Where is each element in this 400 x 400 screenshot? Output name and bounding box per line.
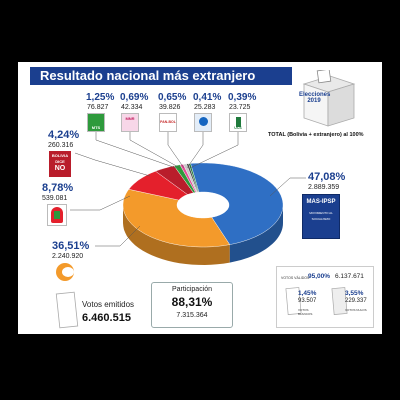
emitidos-label: Votos emitidos — [82, 300, 135, 309]
nulos-label: VOTOS NULOS — [345, 308, 367, 312]
leader-line — [129, 132, 181, 169]
pdc-logo — [47, 204, 67, 226]
blancos-votes: 93.507 — [298, 298, 317, 304]
nulos-votes: 229.337 — [345, 298, 367, 304]
pdc-pct: 8,78% — [42, 182, 74, 194]
panbol-votes: 39.826 — [159, 104, 181, 111]
mnr-logo: MNR — [121, 113, 139, 132]
nulos-pct: 3,55% — [345, 290, 364, 297]
no-votes: 260.316 — [48, 142, 74, 149]
emitidos-ballot-icon — [55, 291, 79, 329]
participacion-label: Participación — [171, 286, 213, 293]
leader-line — [186, 132, 204, 169]
fpv-pct: 0,41% — [193, 92, 222, 103]
cc-votes: 2.240.920 — [52, 253, 84, 260]
cc-pct: 36,51% — [52, 240, 90, 252]
mts-votes: 76.827 — [87, 104, 109, 111]
panbol-logo: PAN-BOL — [159, 113, 177, 132]
blancos-ballot-icon — [285, 287, 302, 315]
participacion-votes: 7.315.364 — [176, 312, 208, 319]
leader-line — [74, 152, 151, 177]
pie-chart — [122, 162, 284, 265]
validos-pct: 95,00% — [308, 273, 331, 280]
ballot-box-icon — [302, 70, 356, 127]
leader-line — [269, 177, 306, 197]
fpv-votes: 25.283 — [194, 104, 216, 111]
participacion-pct: 88,31% — [171, 295, 213, 309]
participacion-box: Participación 88,31% 7.315.364 — [151, 282, 233, 328]
validos-label: VOTOS VÁLIDOS — [281, 276, 310, 280]
blancos-label: VOTOS BLANCOS — [298, 308, 313, 316]
pdc-votes: 539.081 — [42, 195, 68, 202]
validos-votes: 6.137.671 — [335, 273, 364, 280]
pie-side-mas-ipsp — [229, 205, 283, 263]
blancos-pct: 1,45% — [298, 290, 317, 297]
ucs-votes: 23.725 — [229, 104, 251, 111]
ucs-logo: UCS — [229, 113, 247, 132]
pie-hole — [177, 192, 229, 218]
leader-line — [189, 132, 239, 169]
mts-logo: MTS — [87, 113, 105, 132]
total-note: TOTAL (Bolivia + extranjero) al 100% — [268, 132, 364, 138]
mas-logo: MAS-IPSP MOVIMIENTO AL SOCIALISMO — [302, 194, 340, 239]
mas-pct: 47,08% — [308, 171, 346, 183]
leader-line — [70, 195, 131, 211]
pie-side-comunidad-ciudadana — [123, 205, 230, 265]
nulos-ballot-icon — [331, 287, 348, 315]
mts-pct: 1,25% — [86, 92, 115, 103]
mas-votes: 2.889.359 — [308, 184, 340, 191]
no-pct: 4,24% — [48, 129, 80, 141]
mnr-pct: 0,69% — [120, 92, 149, 103]
leader-line — [95, 225, 141, 247]
ballot-label: Elecciones 2019 — [299, 92, 331, 104]
leader-lines — [70, 132, 306, 247]
no-logo: BOLIVIA DICE NO — [49, 151, 71, 177]
chart-title: Resultado nacional más extranjero — [30, 67, 292, 85]
panbol-pct: 0,65% — [158, 92, 187, 103]
leader-line — [95, 132, 177, 169]
fpv-logo — [194, 113, 212, 132]
mnr-votes: 42.334 — [121, 104, 143, 111]
validos-box — [276, 266, 374, 328]
ucs-pct: 0,39% — [228, 92, 257, 103]
cc-logo — [56, 263, 74, 281]
emitidos-value: 6.460.515 — [82, 312, 131, 324]
leader-line — [167, 132, 185, 169]
